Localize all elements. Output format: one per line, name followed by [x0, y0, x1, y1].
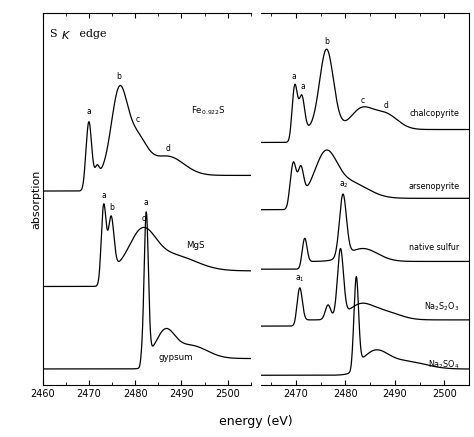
- Text: a: a: [292, 72, 296, 81]
- Text: energy (eV): energy (eV): [219, 415, 293, 428]
- Text: arsenopyrite: arsenopyrite: [408, 182, 459, 191]
- Text: a$_1$: a$_1$: [295, 274, 305, 284]
- Text: a: a: [101, 191, 106, 200]
- Text: gypsum: gypsum: [158, 353, 193, 362]
- Text: Na$_2$S$_2$O$_3$: Na$_2$S$_2$O$_3$: [424, 300, 459, 313]
- Text: c: c: [360, 96, 365, 105]
- Text: d: d: [383, 101, 389, 110]
- Text: Fe$_{0.922}$S: Fe$_{0.922}$S: [191, 105, 226, 117]
- Text: MgS: MgS: [186, 241, 204, 250]
- Text: $K$: $K$: [61, 29, 71, 41]
- Text: a$_2$: a$_2$: [338, 180, 348, 191]
- Text: native sulfur: native sulfur: [409, 243, 459, 252]
- Text: b: b: [109, 202, 114, 212]
- Text: d: d: [166, 143, 171, 153]
- Text: c: c: [136, 115, 139, 124]
- Text: c: c: [141, 215, 146, 223]
- Text: b: b: [117, 72, 121, 81]
- Text: a: a: [301, 82, 305, 91]
- Text: edge: edge: [76, 29, 107, 39]
- Text: a: a: [144, 198, 149, 207]
- Text: S: S: [50, 29, 61, 39]
- Text: chalcopyrite: chalcopyrite: [410, 110, 459, 118]
- Y-axis label: absorption: absorption: [31, 169, 41, 229]
- Text: Na$_2$SO$_4$: Na$_2$SO$_4$: [428, 359, 459, 371]
- Text: b: b: [324, 37, 329, 45]
- Text: a: a: [87, 108, 91, 116]
